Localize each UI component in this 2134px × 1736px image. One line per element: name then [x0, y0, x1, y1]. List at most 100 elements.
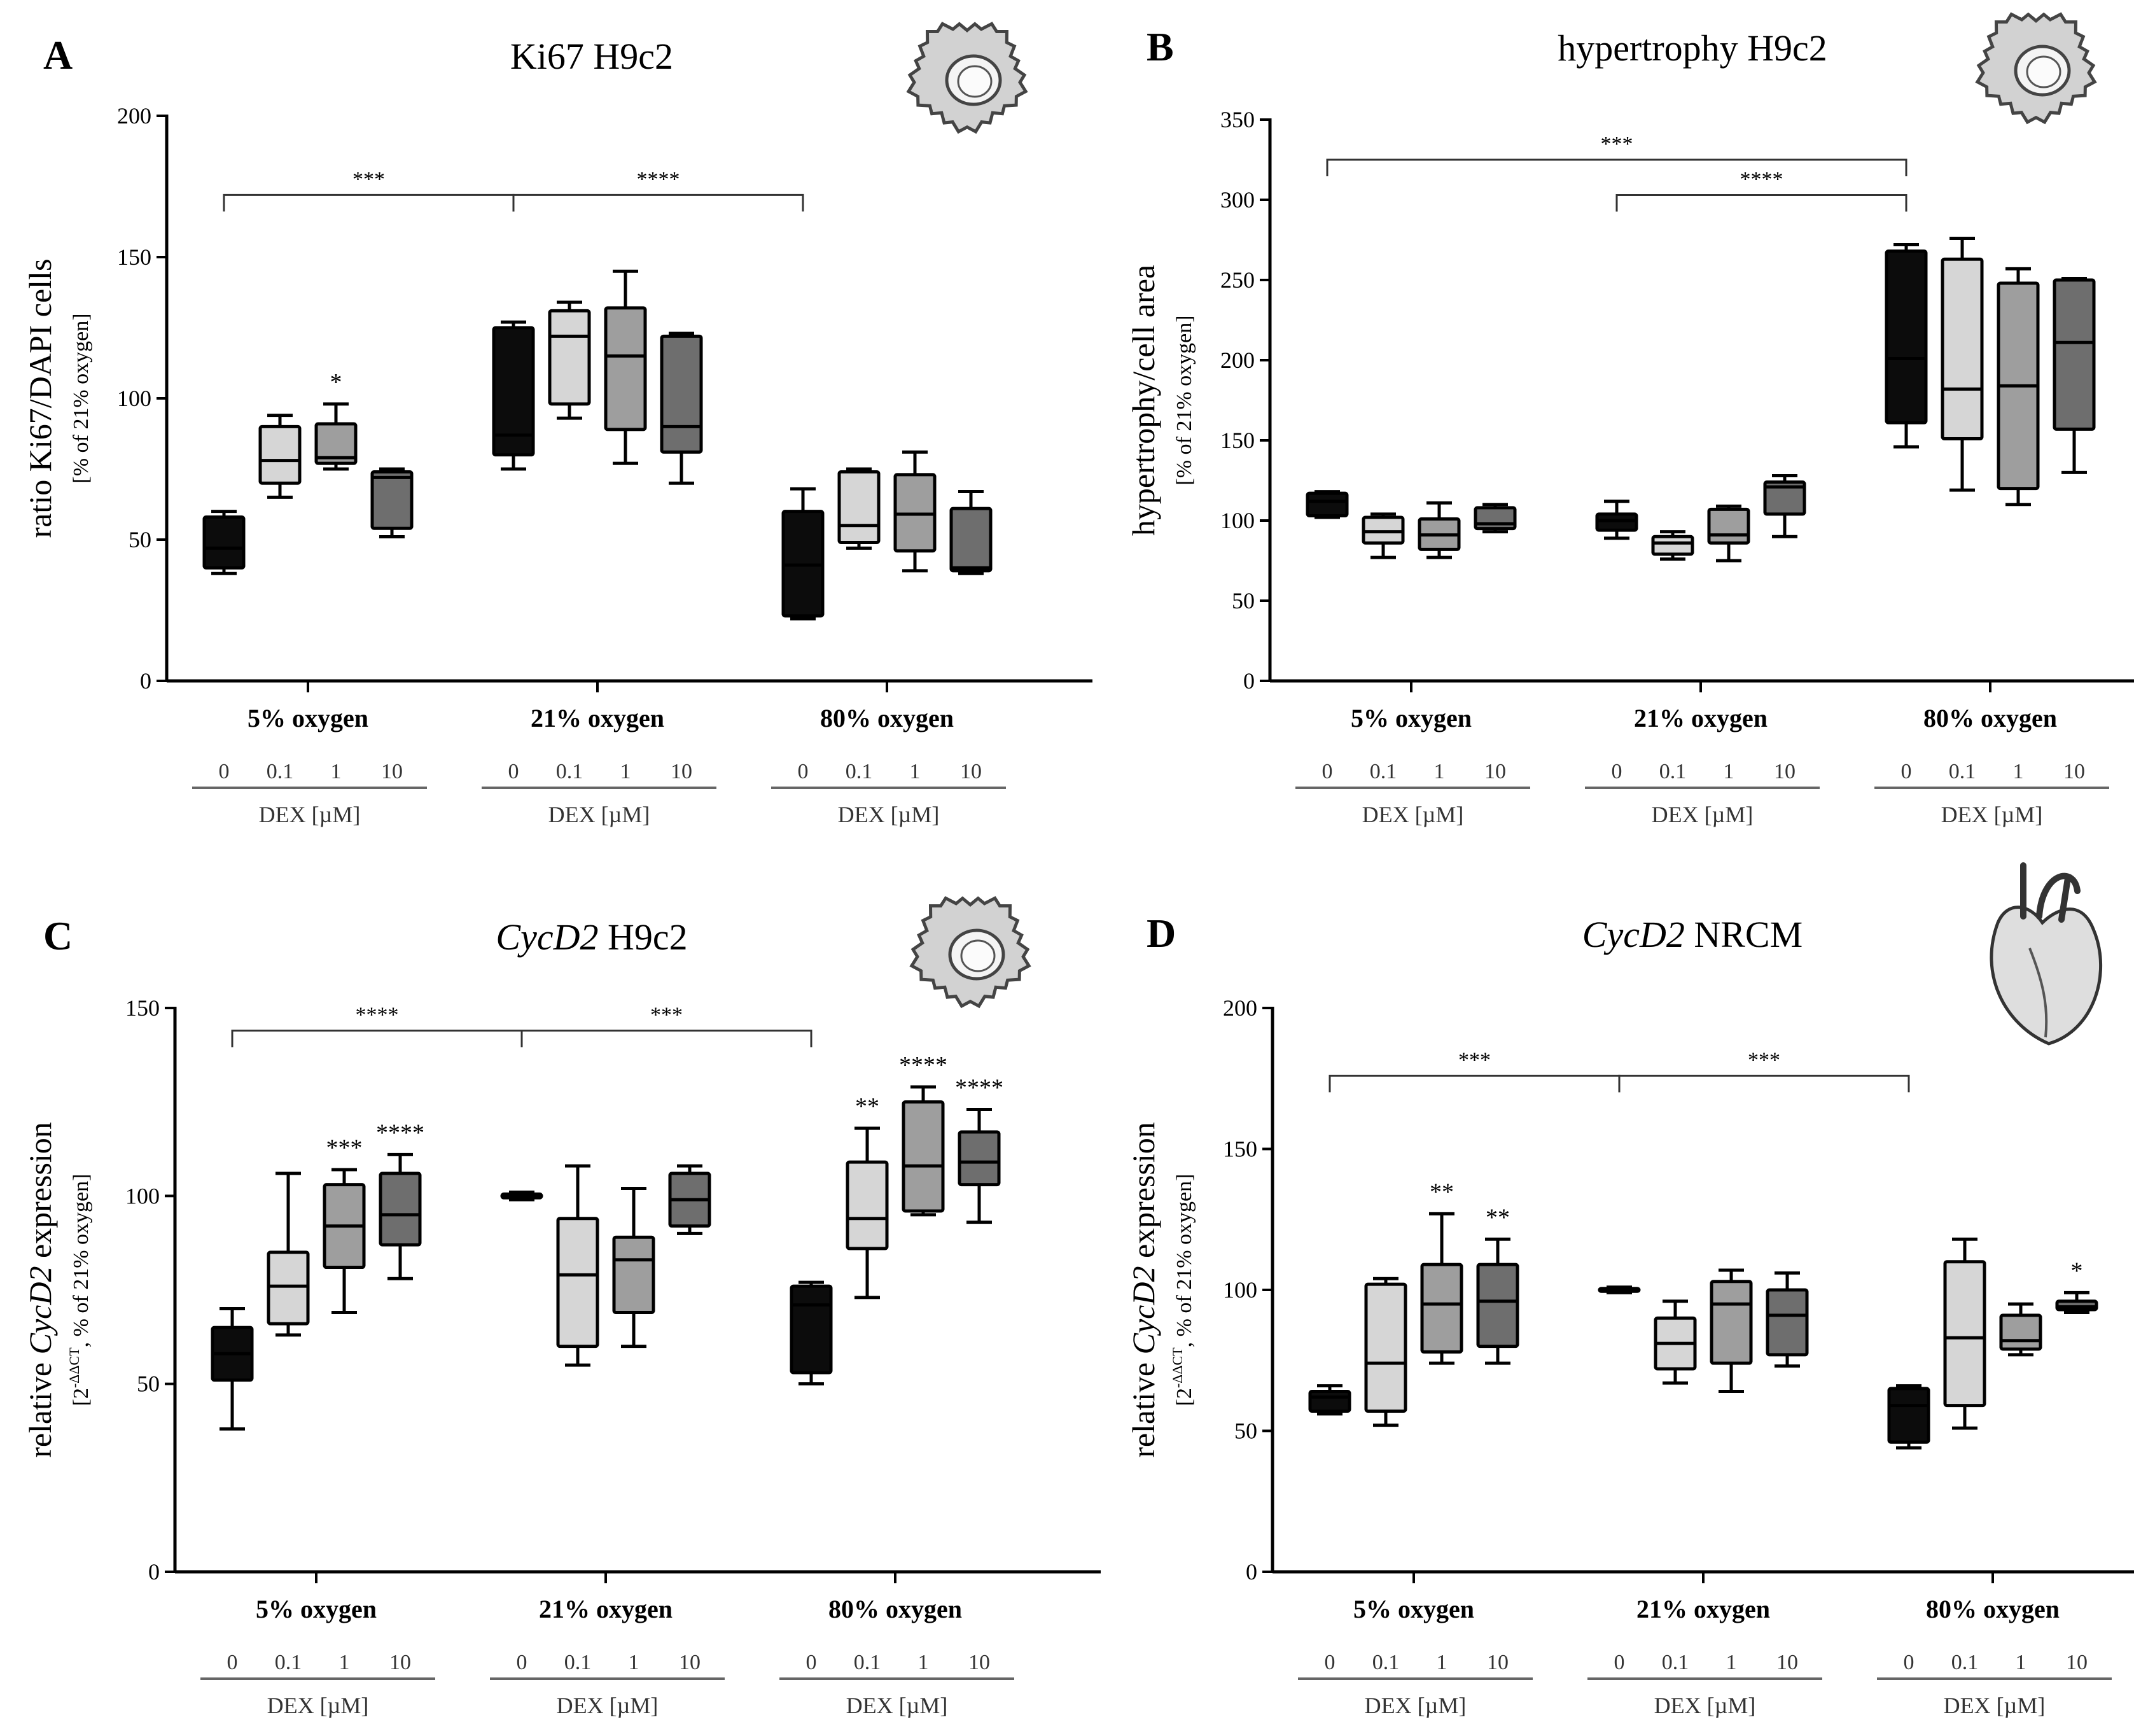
dex-level-label: 1: [2013, 760, 2024, 783]
box-iqr: [949, 507, 993, 573]
box-iqr: [379, 1172, 422, 1247]
significance-mark: ***: [326, 1135, 363, 1161]
box-plot: [781, 487, 825, 620]
group-label: 21% oxygen: [1634, 704, 1768, 732]
dex-level-label: 0.1: [1370, 760, 1397, 783]
box-iqr: [1887, 1387, 1930, 1444]
ylabel-sub-base: [% of 21% oxygen]: [1173, 315, 1196, 485]
dex-level-label: 10: [381, 760, 403, 783]
cell-icon: [909, 896, 1031, 1009]
box-iqr: [1364, 1282, 1407, 1413]
box-plot: [267, 1172, 310, 1337]
significance-mark: ****: [955, 1074, 1003, 1101]
y-axis-label: hypertrophy/cell area: [1126, 265, 1161, 536]
group-label: 80% oxygen: [1923, 704, 2057, 732]
dex-level-label: 10: [1774, 760, 1796, 783]
cell-nucleolus: [960, 939, 996, 972]
y-tick-label: 50: [1232, 588, 1255, 613]
y-axis-sublabel: [2-ΔΔCT, % of 21% oxygen]: [1169, 1174, 1196, 1406]
y-axis-sublabel: [% of 21% oxygen]: [69, 313, 93, 483]
y-axis-label: ratio Ki67/DAPI cells: [22, 259, 58, 538]
box-iqr: [1710, 1280, 1753, 1365]
dex-level-label: 10: [389, 1651, 411, 1674]
dex-level-label: 0: [1901, 760, 1912, 783]
significance-mark: ****: [376, 1119, 424, 1146]
significance-mark: **: [1486, 1204, 1510, 1231]
dex-level-label: 0: [227, 1651, 238, 1674]
ylabel-part: relative: [1126, 1354, 1161, 1457]
box-plot: [2053, 276, 2096, 474]
ylabel-part: expression: [22, 1122, 58, 1266]
significance-bracket: [223, 193, 515, 212]
group-label: 5% oxygen: [248, 704, 368, 732]
dex-axis-label: DEX [µM]: [1654, 1693, 1756, 1718]
panel-letter: B: [1147, 24, 1174, 69]
box-plot: [1651, 530, 1694, 561]
group-label: 21% oxygen: [539, 1595, 673, 1623]
box-plot: [1364, 1277, 1407, 1427]
title-rest: hypertrophy H9c2: [1558, 27, 1827, 69]
group-label: 21% oxygen: [531, 704, 664, 732]
box-plot: [1997, 267, 2040, 507]
box-plot: [1308, 1384, 1351, 1416]
dex-level-label: 10: [1487, 1651, 1509, 1674]
dex-level-label: 0: [798, 760, 809, 783]
y-tick-label: 100: [1220, 508, 1255, 533]
ylabel-sub-sup: -ΔΔCT: [66, 1347, 82, 1388]
significance-mark: ****: [899, 1052, 947, 1079]
box-plot: [258, 414, 302, 499]
box-plot: [837, 467, 881, 550]
dex-level-label: 1: [2016, 1651, 2026, 1674]
significance-mark: *: [2071, 1257, 2083, 1284]
box-iqr: [1766, 1288, 1809, 1357]
y-tick-label: 50: [1234, 1418, 1257, 1444]
dex-level-label: 1: [1434, 760, 1445, 783]
box-plot: [660, 332, 703, 485]
dex-level-label: 10: [679, 1651, 701, 1674]
box-plot: **: [1420, 1179, 1463, 1365]
dex-level-label: 1: [629, 1651, 639, 1674]
y-axis-sublabel: [2-ΔΔCT, % of 21% oxygen]: [66, 1174, 93, 1406]
dex-level-label: 0: [219, 760, 230, 783]
box-iqr: [267, 1250, 310, 1326]
box-iqr: [846, 1160, 889, 1250]
group-label: 5% oxygen: [1353, 1595, 1474, 1623]
panel-letter: A: [43, 32, 73, 78]
dex-level-label: 1: [1437, 1651, 1447, 1674]
box-plot: [1595, 500, 1638, 540]
dex-level-label: 0.1: [267, 760, 294, 783]
dex-level-label: 10: [968, 1651, 990, 1674]
box-plot: [1598, 1285, 1641, 1294]
bracket-label: ***: [352, 167, 385, 191]
y-tick-label: 0: [140, 668, 151, 694]
ylabel-sub-base: [% of 21% oxygen]: [69, 313, 93, 483]
y-tick-label: 0: [148, 1559, 160, 1585]
ylabel-sub-after: , % of 21% oxygen]: [1173, 1174, 1196, 1348]
y-tick-label: 300: [1220, 187, 1255, 213]
bracket-label: ***: [1748, 1048, 1780, 1072]
title-rest: H9c2: [598, 916, 687, 958]
y-axis-label: relative CycD2 expression: [22, 1122, 58, 1458]
box-plot: **: [846, 1093, 889, 1299]
box-plot: [893, 450, 937, 573]
dex-level-label: 10: [2066, 1651, 2088, 1674]
title-italic: CycD2: [496, 916, 598, 958]
box-iqr: [1763, 480, 1806, 516]
significance-bracket: [520, 1029, 812, 1047]
box-plot: **: [1476, 1204, 1519, 1365]
significance-bracket: [1329, 1074, 1621, 1093]
box-plot: *: [314, 369, 358, 471]
box-plot: [1887, 1384, 1930, 1450]
box-iqr: [604, 306, 647, 431]
box-plot: [1885, 243, 1928, 449]
box-plot: [211, 1307, 254, 1431]
y-tick-label: 150: [117, 244, 151, 270]
box-iqr: [1474, 506, 1517, 531]
box-iqr: [1308, 1389, 1351, 1413]
box-plot: [1474, 503, 1517, 534]
panel-d: D CycD2 NRCM relative CycD2 expression [2-Δ…: [1126, 862, 2134, 1718]
y-tick-label: 250: [1220, 267, 1255, 293]
dex-level-label: 10: [1484, 760, 1506, 783]
box-iqr: [1651, 535, 1694, 556]
